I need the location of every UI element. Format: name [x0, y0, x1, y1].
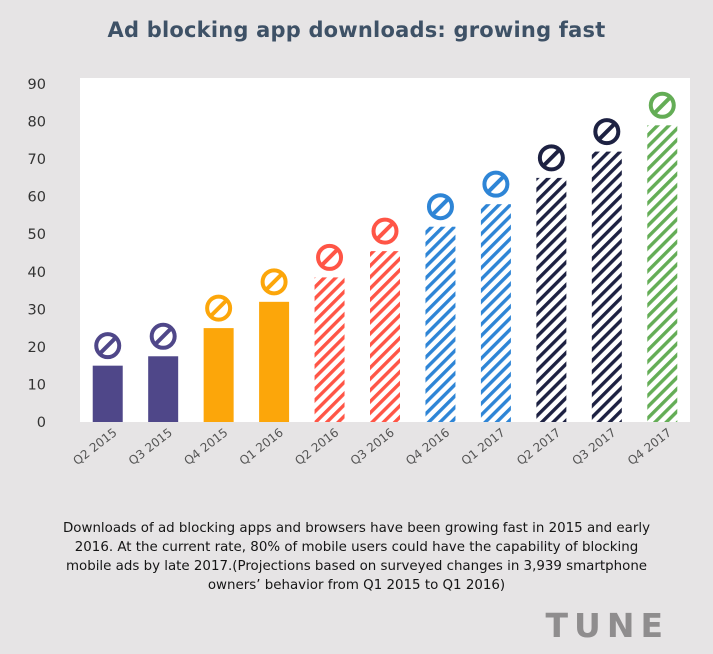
x-tick-label: Q2 2015 [70, 425, 119, 468]
bar [536, 177, 567, 422]
no-entry-icon [205, 294, 233, 322]
bar [425, 226, 456, 422]
no-entry-icon [94, 332, 122, 360]
bar-chart: 0 10 20 30 40 50 60 70 80 90 Q2 2015 Q3 2015 Q4 2015… [28, 77, 690, 468]
x-tick-label: Q4 2015 [181, 425, 230, 468]
y-tick-label: 10 [28, 377, 46, 393]
y-tick-label: 40 [28, 265, 46, 281]
x-tick-label: Q3 2017 [570, 425, 619, 468]
chart-title: Ad blocking app downloads: growing fast [107, 18, 606, 42]
y-tick-label: 30 [28, 302, 46, 318]
no-entry-icon [149, 322, 177, 350]
chart-area: 0 10 20 30 40 50 60 70 80 90 Q2 2015 Q3 2015 Q4 2015… [28, 77, 690, 468]
no-entry-icon [482, 170, 510, 198]
x-tick-label: Q1 2016 [237, 425, 286, 468]
bar [259, 301, 290, 422]
no-entry-icon [648, 91, 676, 119]
y-tick-label: 60 [28, 190, 46, 206]
no-entry-icon [371, 217, 399, 245]
bar [647, 125, 678, 423]
bar [591, 151, 622, 422]
bar [203, 328, 234, 422]
x-tick-label: Q3 2016 [348, 425, 397, 468]
y-tick-label: 0 [37, 415, 46, 431]
bar [314, 277, 345, 422]
y-tick-label: 50 [28, 227, 46, 243]
bar [92, 365, 123, 422]
y-tick-label: 20 [28, 340, 46, 356]
no-entry-icon [593, 118, 621, 146]
bar [370, 251, 400, 422]
no-entry-icon [260, 268, 288, 296]
tune-logo: TUNE [545, 606, 669, 645]
no-entry-icon [426, 193, 454, 221]
x-tick-label: Q1 2017 [459, 425, 508, 468]
no-entry-icon [537, 144, 565, 172]
bar [480, 204, 511, 422]
chart-caption: Downloads of ad blocking apps and browse… [62, 521, 650, 593]
x-tick-label: Q2 2017 [514, 425, 563, 468]
bar [148, 356, 179, 422]
y-tick-label: 80 [28, 115, 46, 131]
x-tick-label: Q3 2015 [126, 425, 175, 468]
y-tick-label: 90 [28, 77, 46, 93]
x-tick-label: Q4 2016 [403, 425, 452, 468]
x-tick-label: Q2 2016 [292, 425, 341, 468]
y-tick-label: 70 [28, 152, 46, 168]
no-entry-icon [316, 243, 344, 271]
x-tick-label: Q4 2017 [625, 425, 674, 468]
